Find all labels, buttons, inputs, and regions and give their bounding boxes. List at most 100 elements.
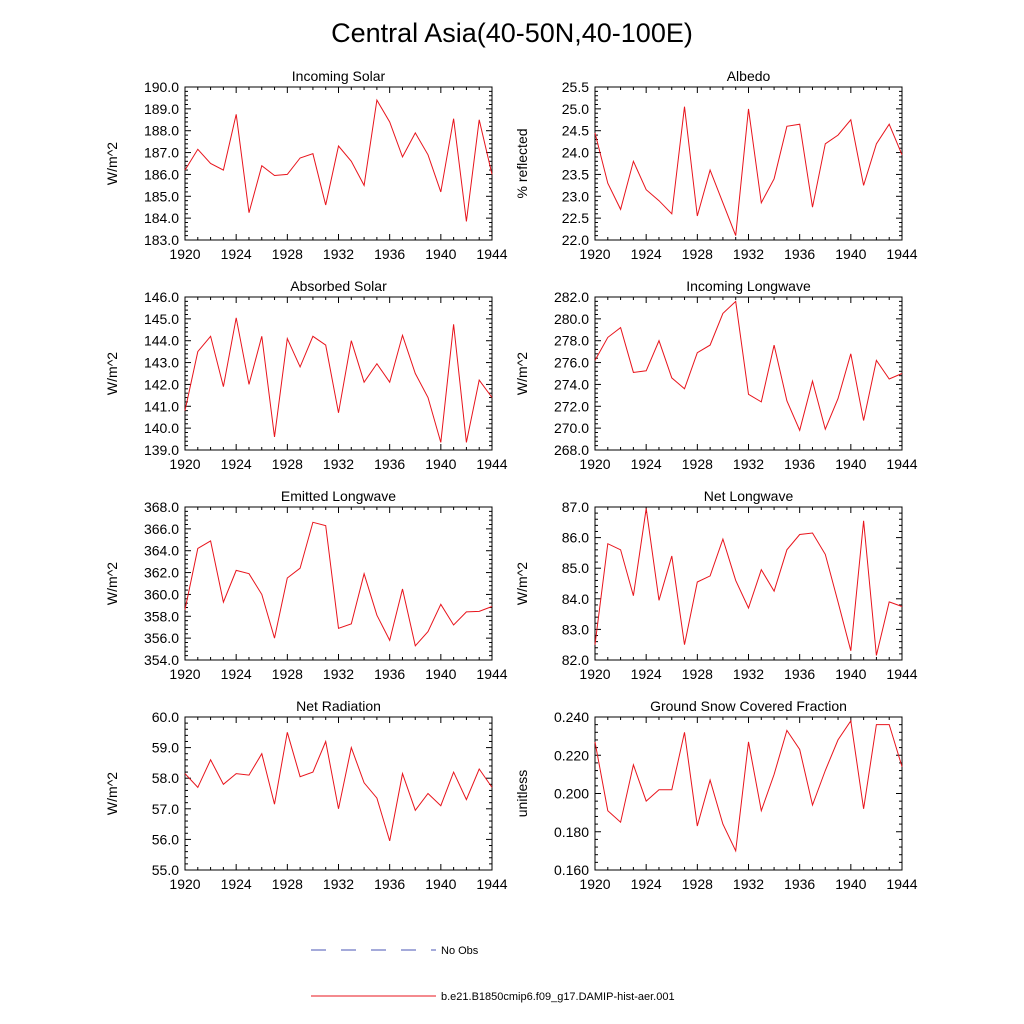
y-tick-label: 274.0 <box>554 376 589 392</box>
x-tick-label: 1936 <box>374 246 405 262</box>
y-tick-label: 55.0 <box>152 862 179 878</box>
y-tick-label: 60.0 <box>152 709 179 725</box>
x-tick-label: 1940 <box>425 666 456 682</box>
panel-title: Incoming Longwave <box>686 278 811 294</box>
x-tick-label: 1940 <box>425 456 456 472</box>
x-tick-label: 1944 <box>476 456 507 472</box>
x-tick-label: 1932 <box>323 876 354 892</box>
panel-title: Net Radiation <box>296 698 381 714</box>
y-tick-label: 272.0 <box>554 398 589 414</box>
legend-label-no-obs: No Obs <box>441 945 479 957</box>
y-tick-label: 366.0 <box>144 521 179 537</box>
y-tick-label: 268.0 <box>554 442 589 458</box>
series-line-1 <box>184 732 493 842</box>
y-tick-label: 187.0 <box>144 145 179 161</box>
y-tick-label: 82.0 <box>562 652 589 668</box>
y-tick-label: 58.0 <box>152 770 179 786</box>
panel-title: Albedo <box>727 68 771 84</box>
series-line-1 <box>594 106 903 236</box>
x-tick-label: 1940 <box>425 246 456 262</box>
y-tick-label: 368.0 <box>144 499 179 515</box>
y-tick-label: 0.160 <box>554 862 589 878</box>
y-tick-label: 0.220 <box>554 747 589 763</box>
y-tick-label: 190.0 <box>144 79 179 95</box>
y-tick-label: 84.0 <box>562 591 589 607</box>
chart-panel-1: Incoming Solar W/m^2 1920 1924 1928 1932 1936 1… <box>104 68 508 262</box>
x-tick-label: 1936 <box>784 666 815 682</box>
y-tick-label: 87.0 <box>562 499 589 515</box>
chart-panel-3: Absorbed Solar W/m^2 1920 1924 1928 1932 1936 1… <box>104 278 508 472</box>
x-tick-label: 1944 <box>886 876 917 892</box>
y-tick-label: 142.0 <box>144 376 179 392</box>
y-tick-label: 356.0 <box>144 630 179 646</box>
y-tick-label: 144.0 <box>144 333 179 349</box>
x-tick-label: 1940 <box>425 876 456 892</box>
x-tick-label: 1928 <box>682 666 713 682</box>
y-axis-label: W/m^2 <box>514 562 530 605</box>
y-tick-label: 0.200 <box>554 786 589 802</box>
x-tick-label: 1936 <box>374 666 405 682</box>
y-tick-label: 188.0 <box>144 123 179 139</box>
y-tick-label: 24.0 <box>562 145 589 161</box>
chart-panel-8: Ground Snow Covered Fraction unitless 1920… <box>514 698 918 892</box>
y-tick-label: 362.0 <box>144 565 179 581</box>
y-tick-label: 85.0 <box>562 560 589 576</box>
y-axis-label: W/m^2 <box>104 352 120 395</box>
x-tick-label: 1944 <box>886 456 917 472</box>
y-tick-label: 145.0 <box>144 311 179 327</box>
x-tick-label: 1928 <box>272 246 303 262</box>
y-tick-label: 23.5 <box>562 166 589 182</box>
series-line-1 <box>184 521 493 647</box>
y-tick-label: 24.5 <box>562 123 589 139</box>
series-line-1 <box>184 317 493 443</box>
y-axis-label: W/m^2 <box>104 772 120 815</box>
x-tick-label: 1932 <box>733 666 764 682</box>
y-tick-label: 276.0 <box>554 355 589 371</box>
x-tick-label: 1924 <box>221 456 252 472</box>
x-tick-label: 1928 <box>272 876 303 892</box>
x-tick-label: 1924 <box>221 246 252 262</box>
y-axis-label: W/m^2 <box>514 352 530 395</box>
y-tick-label: 25.0 <box>562 101 589 117</box>
x-tick-label: 1924 <box>631 246 662 262</box>
series-line-1 <box>594 300 903 432</box>
y-tick-label: 0.180 <box>554 824 589 840</box>
y-tick-label: 56.0 <box>152 831 179 847</box>
x-tick-label: 1936 <box>374 876 405 892</box>
legend: No Obs b.e21.B1850cmip6.f09_g17.DAMIP-hi… <box>311 945 675 1003</box>
x-tick-label: 1920 <box>169 246 200 262</box>
y-tick-label: 360.0 <box>144 586 179 602</box>
panel-title: Incoming Solar <box>292 68 386 84</box>
chart-panel-6: Net Longwave W/m^2 1920 1924 1928 1932 1936 194… <box>514 488 918 682</box>
x-tick-label: 1920 <box>579 876 610 892</box>
legend-entry-no-obs: No Obs <box>311 945 479 957</box>
panel-grid: Incoming Solar W/m^2 1920 1924 1928 1932 1936 1… <box>104 68 918 892</box>
y-tick-label: 22.5 <box>562 210 589 226</box>
y-tick-label: 59.0 <box>152 740 179 756</box>
y-tick-label: 270.0 <box>554 420 589 436</box>
x-tick-label: 1928 <box>272 666 303 682</box>
panel-title: Emitted Longwave <box>281 488 396 504</box>
series-line-1 <box>184 98 493 222</box>
x-tick-label: 1928 <box>682 456 713 472</box>
y-tick-label: 86.0 <box>562 530 589 546</box>
y-tick-label: 22.0 <box>562 232 589 248</box>
y-axis-label: % reflected <box>514 128 530 198</box>
x-tick-label: 1944 <box>476 876 507 892</box>
x-tick-label: 1928 <box>272 456 303 472</box>
y-tick-label: 57.0 <box>152 801 179 817</box>
x-tick-label: 1936 <box>374 456 405 472</box>
y-tick-label: 186.0 <box>144 166 179 182</box>
panel-title: Net Longwave <box>704 488 794 504</box>
chart-panel-7: Net Radiation W/m^2 1920 1924 1928 1932 1936 19… <box>104 698 508 892</box>
chart-panel-4: Incoming Longwave W/m^2 1920 1924 1928 1932 19… <box>514 278 918 472</box>
y-tick-label: 146.0 <box>144 289 179 305</box>
y-tick-label: 282.0 <box>554 289 589 305</box>
x-tick-label: 1944 <box>886 666 917 682</box>
chart-panel-2: Albedo % reflected 1920 1924 1928 1932 1936 194… <box>514 68 918 262</box>
chart-panel-5: Emitted Longwave W/m^2 1920 1924 1928 1932 193… <box>104 488 508 682</box>
x-tick-label: 1932 <box>733 456 764 472</box>
x-tick-label: 1928 <box>682 246 713 262</box>
x-tick-label: 1944 <box>476 246 507 262</box>
series-line-1 <box>594 719 903 853</box>
